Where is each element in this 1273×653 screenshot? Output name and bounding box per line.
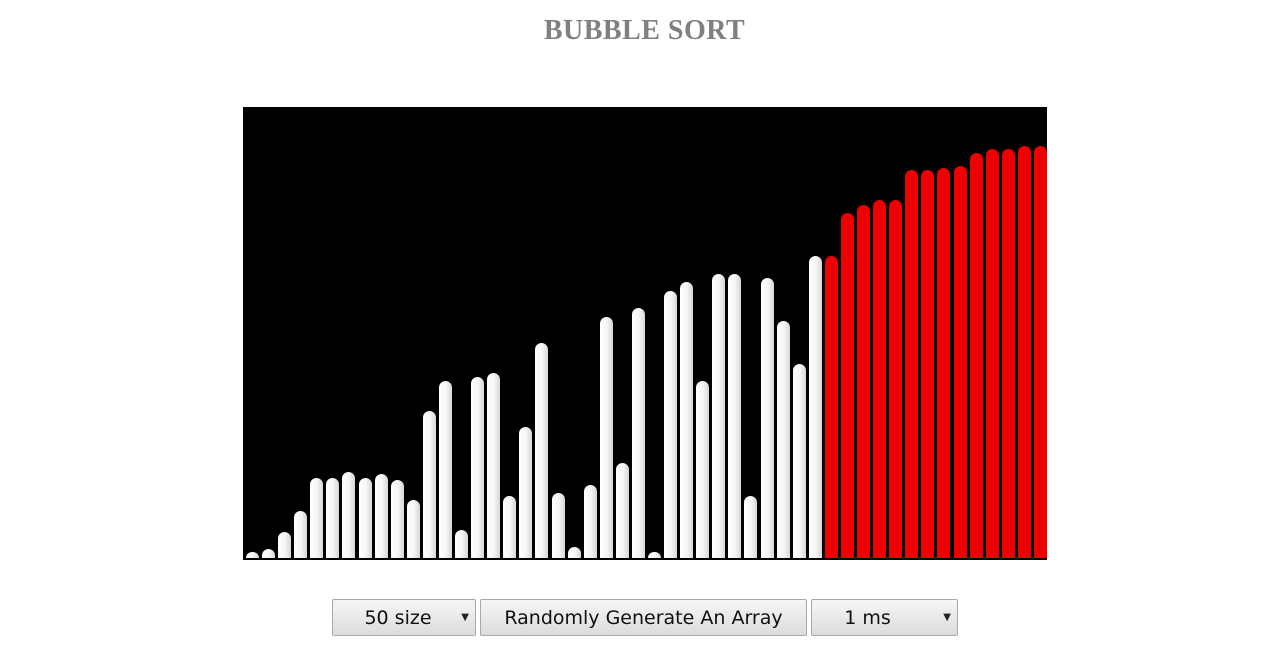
array-bar bbox=[615, 463, 629, 558]
array-bar bbox=[712, 273, 726, 558]
array-bar bbox=[728, 273, 742, 558]
array-bar bbox=[664, 290, 678, 558]
array-bar bbox=[1017, 146, 1031, 558]
sort-visualizer bbox=[243, 107, 1047, 560]
array-bar bbox=[953, 165, 967, 558]
speed-select[interactable]: 1 ms ▼ bbox=[811, 599, 958, 636]
array-bar bbox=[873, 200, 887, 558]
array-bar bbox=[599, 316, 613, 558]
array-bar bbox=[680, 282, 694, 558]
array-bar bbox=[696, 381, 710, 558]
array-bar bbox=[937, 167, 951, 558]
array-bar bbox=[776, 320, 790, 558]
array-bar bbox=[808, 256, 822, 558]
array-bar bbox=[985, 148, 999, 558]
array-bar bbox=[1033, 146, 1047, 558]
array-bar bbox=[422, 411, 436, 558]
array-bar bbox=[503, 495, 517, 558]
array-bar bbox=[519, 426, 533, 558]
array-bar bbox=[390, 480, 404, 558]
array-bar bbox=[760, 277, 774, 558]
page-title: BUBBLE SORT bbox=[543, 15, 746, 46]
array-bar bbox=[567, 547, 581, 558]
array-bar bbox=[310, 478, 324, 558]
dropdown-arrow-icon: ▼ bbox=[461, 612, 469, 623]
array-bar bbox=[358, 478, 372, 558]
array-bar bbox=[583, 484, 597, 558]
array-bar bbox=[406, 499, 420, 558]
array-bar bbox=[326, 478, 340, 558]
array-bar bbox=[487, 372, 501, 558]
array-bar bbox=[921, 170, 935, 558]
array-bar bbox=[648, 551, 661, 558]
array-bar bbox=[535, 342, 549, 558]
array-bar bbox=[278, 532, 292, 558]
array-bar bbox=[840, 213, 854, 558]
array-bar bbox=[969, 152, 983, 558]
array-bar bbox=[342, 471, 356, 558]
array-size-value: 50 size bbox=[364, 606, 432, 629]
array-bar bbox=[631, 308, 645, 558]
array-size-select[interactable]: 50 size ▼ bbox=[332, 599, 476, 636]
array-bar bbox=[857, 204, 871, 558]
array-bar bbox=[455, 530, 469, 558]
array-bar bbox=[744, 495, 758, 558]
array-bar bbox=[551, 493, 565, 558]
array-bar bbox=[374, 473, 388, 558]
generate-array-button[interactable]: Randomly Generate An Array bbox=[480, 599, 807, 636]
controls-bar: 50 size ▼ Randomly Generate An Array 1 m… bbox=[0, 599, 1273, 637]
generate-array-label: Randomly Generate An Array bbox=[504, 606, 783, 629]
array-bar bbox=[438, 381, 452, 558]
array-bar bbox=[905, 170, 919, 558]
array-bar bbox=[792, 364, 806, 558]
array-bar bbox=[824, 256, 838, 558]
array-bar bbox=[1001, 148, 1015, 558]
array-bar bbox=[889, 200, 903, 558]
speed-value: 1 ms bbox=[844, 606, 891, 629]
array-bar bbox=[246, 552, 259, 558]
array-bar bbox=[294, 510, 308, 558]
array-bar bbox=[262, 549, 276, 558]
dropdown-arrow-icon: ▼ bbox=[943, 612, 951, 623]
array-bar bbox=[471, 376, 485, 558]
